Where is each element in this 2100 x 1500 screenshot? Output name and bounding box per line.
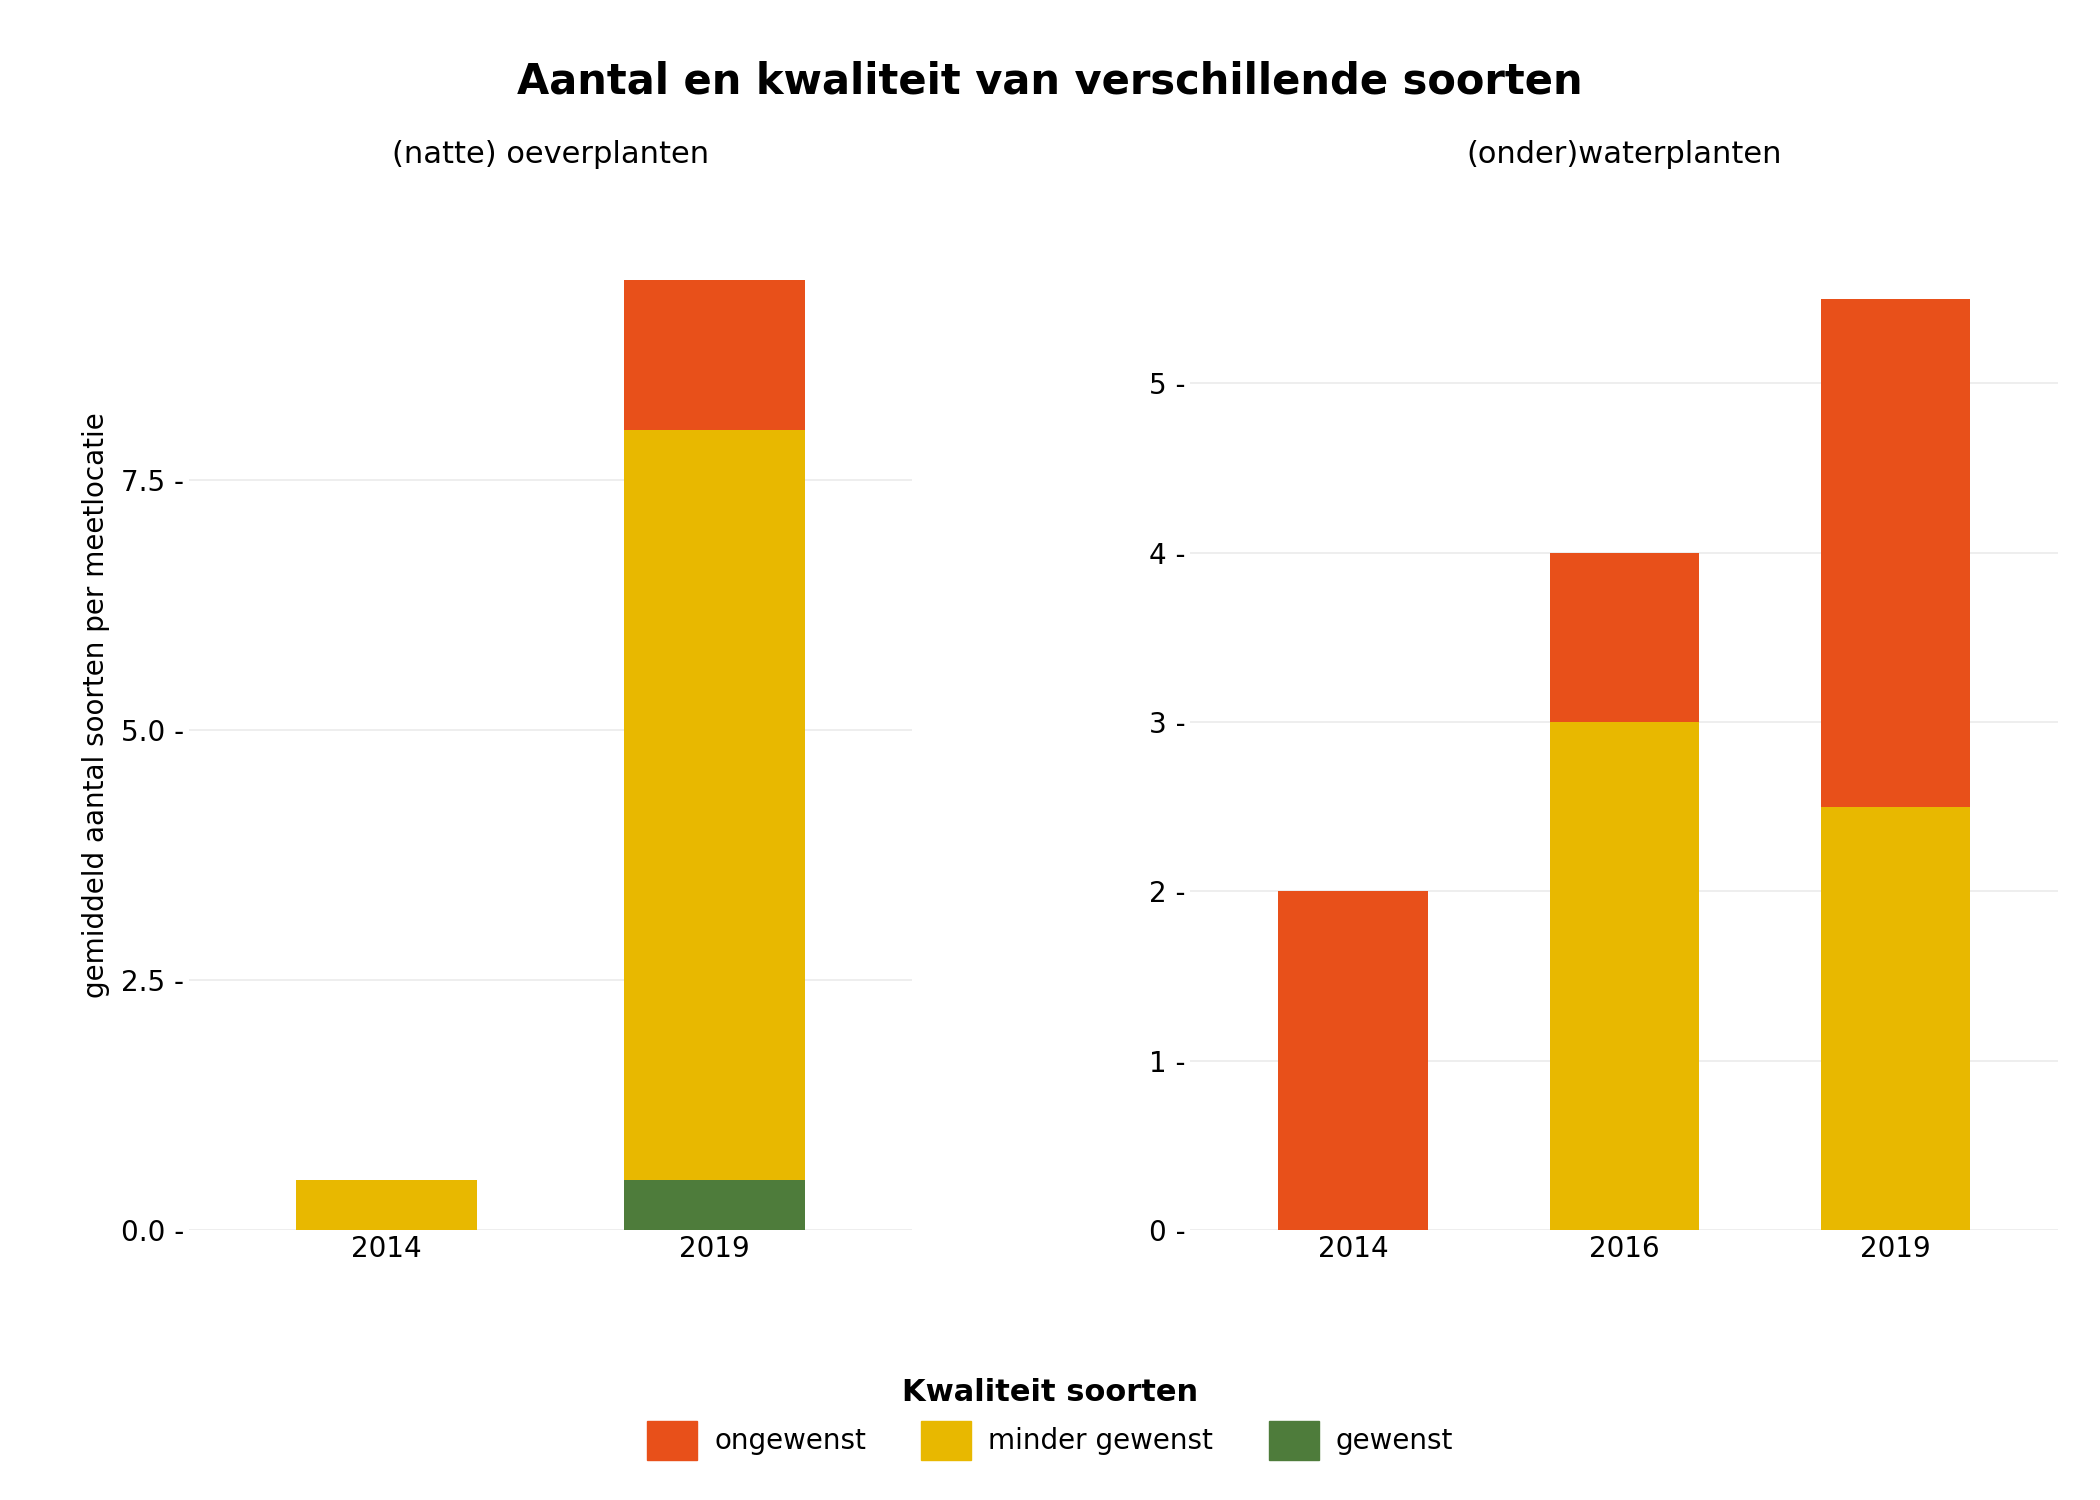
Bar: [624, 1180, 804, 1230]
Bar: [624, 430, 804, 1180]
Bar: [1550, 722, 1699, 1230]
Bar: [1821, 298, 1970, 807]
Legend: ongewenst, minder gewenst, gewenst: ongewenst, minder gewenst, gewenst: [636, 1366, 1464, 1472]
Title: (natte) oeverplanten: (natte) oeverplanten: [393, 141, 710, 170]
Text: Aantal en kwaliteit van verschillende soorten: Aantal en kwaliteit van verschillende so…: [517, 60, 1583, 102]
Bar: [1821, 807, 1970, 1230]
Bar: [1279, 891, 1428, 1230]
Bar: [1550, 552, 1699, 722]
Bar: [624, 280, 804, 430]
Title: (onder)waterplanten: (onder)waterplanten: [1466, 141, 1783, 170]
Y-axis label: gemiddeld aantal soorten per meetlocatie: gemiddeld aantal soorten per meetlocatie: [82, 413, 109, 998]
Bar: [296, 1180, 477, 1230]
